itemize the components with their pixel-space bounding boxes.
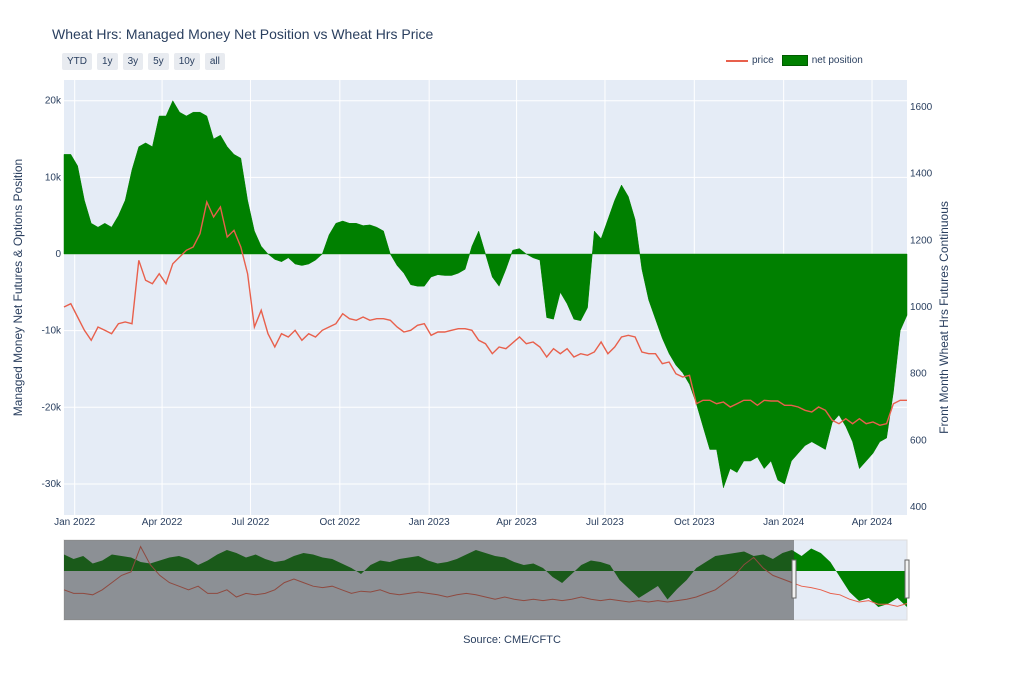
- x-tick-label: Apr 2023: [496, 517, 537, 528]
- navigator-handle-left[interactable]: [791, 559, 797, 599]
- x-tick-label: Apr 2022: [142, 517, 183, 528]
- net-position-area: [63, 100, 908, 489]
- y-left-tick-label: 20k: [45, 96, 62, 107]
- x-tick-label: Jan 2023: [409, 517, 451, 528]
- x-tick-label: Jul 2022: [232, 517, 270, 528]
- range-button-10y[interactable]: 10y: [173, 53, 200, 70]
- y-right-axis-title: Front Month Wheat Hrs Futures Continuous: [937, 201, 951, 434]
- legend: price net position: [726, 55, 863, 66]
- y-right-tick-label: 400: [910, 502, 927, 513]
- navigator-handle-right[interactable]: [904, 559, 910, 599]
- range-button-3y[interactable]: 3y: [122, 53, 144, 70]
- y-right-tick-label: 800: [910, 369, 927, 380]
- legend-swatch-net-position: [781, 55, 808, 66]
- x-tick-label: Jul 2023: [586, 517, 624, 528]
- y-right-tick-label: 1000: [910, 302, 933, 313]
- y-left-axis-title: Managed Money Net Futures & Options Posi…: [11, 159, 25, 416]
- chart-title: Wheat Hrs: Managed Money Net Position vs…: [52, 26, 434, 42]
- y-right-tick-label: 1400: [910, 169, 933, 180]
- range-button-5y[interactable]: 5y: [148, 53, 169, 70]
- range-selector: YTD 1y 3y 5y 10y all: [62, 53, 225, 70]
- y-right-tick-label: 1200: [910, 235, 933, 246]
- range-button-all[interactable]: all: [204, 53, 225, 70]
- legend-label-net-position: net position: [811, 55, 863, 66]
- x-tick-label: Jan 2022: [54, 517, 96, 528]
- price-line: [63, 199, 907, 427]
- legend-swatch-price: [726, 59, 748, 62]
- legend-item-price[interactable]: price: [726, 55, 774, 66]
- x-tick-label: Oct 2023: [674, 517, 715, 528]
- y-left-tick-label: -30k: [42, 479, 62, 490]
- range-button-1y[interactable]: 1y: [97, 53, 118, 70]
- y-left-tick-label: -10k: [42, 326, 62, 337]
- legend-label-price: price: [752, 55, 774, 66]
- y-left-tick-label: -20k: [42, 402, 62, 413]
- range-button-ytd[interactable]: YTD: [62, 53, 92, 70]
- x-tick-label: Apr 2024: [852, 517, 893, 528]
- y-right-tick-label: 1600: [910, 102, 933, 113]
- x-tick-label: Jan 2024: [763, 517, 805, 528]
- y-left-tick-label: 10k: [45, 172, 62, 183]
- source-note: Source: CME/CFTC: [463, 634, 561, 646]
- x-tick-label: Oct 2022: [320, 517, 361, 528]
- y-right-tick-label: 600: [910, 435, 927, 446]
- navigator-mask: [64, 540, 794, 620]
- legend-item-net-position[interactable]: net position: [781, 55, 863, 66]
- y-left-tick-label: 0: [55, 249, 61, 260]
